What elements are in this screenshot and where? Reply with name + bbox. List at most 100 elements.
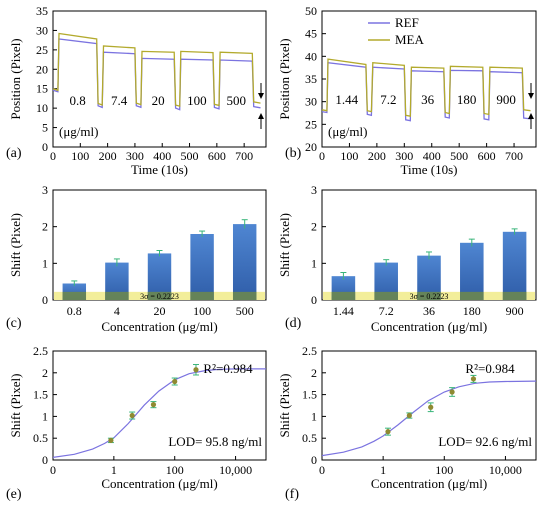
panel-d-category-label: 36	[423, 304, 435, 318]
panel-a-xtick-label: 100	[71, 149, 89, 163]
panel-f-lod-label: LOD= 92.6 ng/ml	[438, 434, 532, 449]
panel-e-xtick-label: 10,000	[219, 463, 252, 477]
panel-b-ytick-label: 30	[305, 95, 317, 109]
panel-e-data-point	[193, 367, 199, 373]
panel-c-ytick-label: 2	[42, 220, 48, 234]
panel-f-data-point	[385, 429, 391, 435]
panel-e-ytick-label: 0	[42, 453, 48, 467]
panel-a-ytick-label: 35	[36, 4, 48, 18]
panel-d-ytick-label: 2	[311, 220, 317, 234]
panel-c-bar	[147, 253, 172, 300]
panel-d-ytick-label: 1	[311, 256, 317, 270]
panel-b-xtick-label: 700	[505, 149, 523, 163]
panel-a-xlabel: Time (10s)	[131, 162, 188, 177]
panel-e-data-point	[150, 402, 157, 408]
panel-a-arrow-down-head	[258, 93, 264, 99]
panel-b-ytick-label: 25	[305, 117, 317, 131]
panel-f-data-point	[470, 376, 477, 382]
panel-b-xlabel: Time (10s)	[401, 162, 458, 177]
panel-f-fit-curve	[321, 380, 537, 457]
panel-d-ytick-label: 3	[311, 183, 317, 197]
panel-e-frame	[52, 350, 267, 461]
panel-c-label: (c)	[6, 316, 22, 331]
panel-f-xtick-label: 100	[435, 463, 453, 477]
panel-c-ytick-label: 0	[42, 293, 48, 307]
panel-c-bar-overlap	[190, 291, 214, 300]
panel-e-xtick-label: 1	[111, 463, 117, 477]
panel-f-xtick-label: 10,000	[489, 463, 522, 477]
panel-b-conc-label: 7.2	[380, 92, 396, 107]
panel-b-ylabel: Position (Pixel)	[277, 38, 292, 119]
panel-b-label: (b)	[285, 146, 302, 161]
panel-a-ytick-label: 30	[36, 23, 48, 37]
panel-a-unit-label: (μg/ml)	[59, 124, 98, 139]
panel-a-ytick-label: 25	[36, 43, 48, 57]
panel-a-ylabel: Position (Pixel)	[8, 38, 23, 119]
panel-f-ytick-label: 2.5	[302, 344, 317, 358]
panel-f-xlabel: Concentration (μg/ml)	[371, 476, 487, 491]
panel-c-category-label: 100	[193, 304, 211, 318]
panel-d-bar-overlap	[460, 291, 484, 300]
panel-b-arrow-up-head	[528, 113, 534, 119]
panel-a-xtick-label: 600	[208, 149, 226, 163]
panel-d-category-label: 1.44	[333, 304, 354, 318]
panel-f-data-point	[406, 412, 412, 419]
panel-c-ytick-label: 1	[42, 256, 48, 270]
panel-b-xtick-label: 600	[478, 149, 496, 163]
panel-e-xtick-label: 0	[50, 463, 56, 477]
panel-c-bar	[190, 234, 214, 300]
panel-f-ytick-label: 1	[311, 409, 317, 423]
panel-a-xtick-label: 300	[126, 149, 144, 163]
panel-d-bar-overlap	[374, 291, 398, 300]
panel-e-data-point	[172, 378, 178, 385]
panel-d-bar	[460, 242, 484, 300]
panel-f-label: (f)	[285, 487, 299, 502]
panel-a-label: (a)	[6, 146, 22, 161]
panel-f-data-point	[449, 389, 455, 395]
panel-f-data-point	[428, 404, 434, 410]
panel-e-data-point	[108, 437, 114, 443]
panel-b-xtick-label: 500	[450, 149, 468, 163]
panel-c-ytick-label: 3	[42, 183, 48, 197]
panel-b-legend-label-mea: MEA	[395, 32, 425, 47]
panel-d-bar-overlap	[502, 291, 527, 300]
panel-a-ytick-label: 15	[36, 82, 48, 96]
panel-e-r2-label: R²=0.984	[203, 361, 253, 376]
panel-d-xlabel: Concentration (μg/ml)	[371, 319, 487, 334]
panel-e-ytick-label: 1	[42, 409, 48, 423]
panel-c-category-label: 20	[154, 304, 166, 318]
panel-d-threshold-label: 3σ = 0.2223	[410, 292, 449, 301]
panel-a-ytick-label: 10	[36, 101, 48, 115]
panel-a-ytick-label: 0	[42, 140, 48, 154]
panel-a-frame	[52, 10, 267, 148]
panel-f-xtick-label: 1	[380, 463, 386, 477]
panel-c-ylabel: Shift (Pixel)	[8, 213, 23, 277]
panel-a-xtick-label: 700	[235, 149, 253, 163]
panel-d-category-label: 180	[463, 304, 481, 318]
panel-b-unit-label: (μg/ml)	[328, 124, 367, 139]
panel-d-bar-overlap	[331, 291, 356, 300]
panel-a-xtick-label: 200	[99, 149, 117, 163]
panel-d-bar	[502, 231, 527, 300]
panel-e-lod-label: LOD= 95.8 ng/ml	[168, 434, 262, 449]
panel-e-ytick-label: 2	[42, 366, 48, 380]
panel-a-conc-label: 500	[226, 93, 246, 108]
panel-d-ylabel: Shift (Pixel)	[277, 213, 292, 277]
panel-a-xtick-label: 500	[181, 149, 199, 163]
panel-e-ytick-label: 0.5	[33, 431, 48, 445]
panel-c-category-label: 500	[236, 304, 254, 318]
panel-c-bar-overlap	[147, 291, 172, 300]
panel-e-data-point	[129, 412, 135, 419]
panel-d-category-label: 900	[506, 304, 524, 318]
panel-c-category-label: 0.8	[67, 304, 82, 318]
panel-e-xtick-label: 100	[166, 463, 184, 477]
panel-f-ytick-label: 2	[311, 366, 317, 380]
panel-d-bar	[417, 255, 441, 300]
panel-b-xtick-label: 300	[395, 149, 413, 163]
panel-a-conc-label: 0.8	[69, 93, 85, 108]
panel-a-ytick-label: 5	[42, 121, 48, 135]
panel-b-xtick-label: 200	[368, 149, 386, 163]
panel-a-conc-label: 100	[187, 93, 207, 108]
panel-b-ytick-label: 40	[305, 49, 317, 63]
panel-b-ytick-label: 20	[305, 140, 317, 154]
